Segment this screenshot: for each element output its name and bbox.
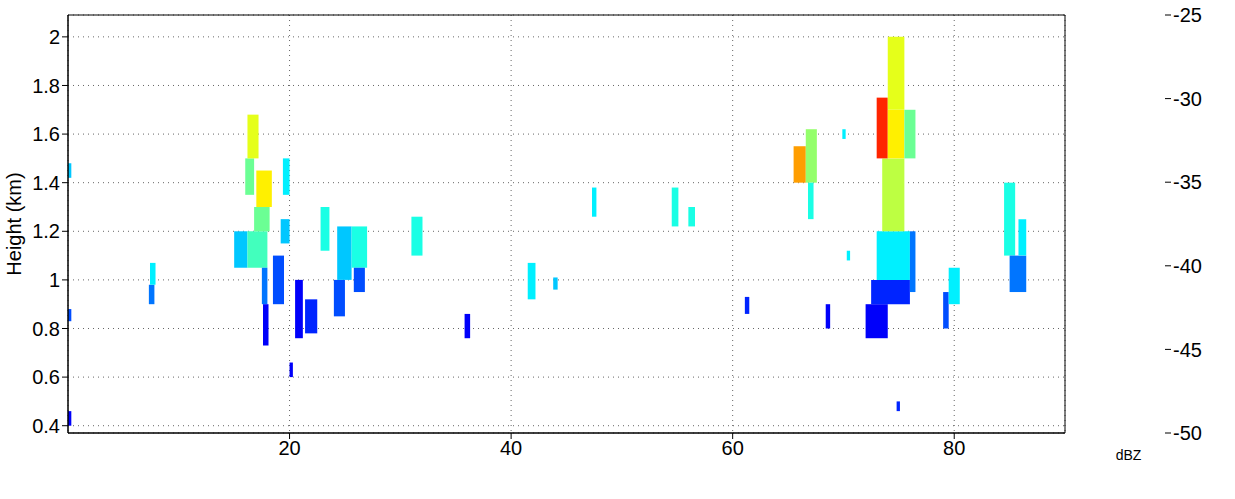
- svg-text:-45: -45: [1173, 339, 1202, 361]
- svg-text:40: 40: [500, 437, 522, 459]
- svg-text:1.4: 1.4: [32, 172, 60, 194]
- svg-text:-35: -35: [1173, 171, 1202, 193]
- svg-text:1.6: 1.6: [32, 123, 60, 145]
- svg-text:1: 1: [49, 269, 60, 291]
- svg-text:-25: -25: [1173, 4, 1202, 26]
- svg-text:-40: -40: [1173, 255, 1202, 277]
- svg-text:0.8: 0.8: [32, 318, 60, 340]
- svg-text:1.8: 1.8: [32, 75, 60, 97]
- svg-text:0.6: 0.6: [32, 366, 60, 388]
- svg-text:1.2: 1.2: [32, 220, 60, 242]
- svg-text:-50: -50: [1173, 422, 1202, 444]
- svg-text:0.4: 0.4: [32, 415, 60, 437]
- svg-text:20: 20: [278, 437, 300, 459]
- svg-text:-30: -30: [1173, 88, 1202, 110]
- svg-text:60: 60: [722, 437, 744, 459]
- html-text:dBZ: dBZ: [1115, 447, 1142, 463]
- svg-text:80: 80: [943, 437, 965, 459]
- svg-text:2: 2: [49, 26, 60, 48]
- svg-text:Height (km): Height (km): [3, 172, 25, 275]
